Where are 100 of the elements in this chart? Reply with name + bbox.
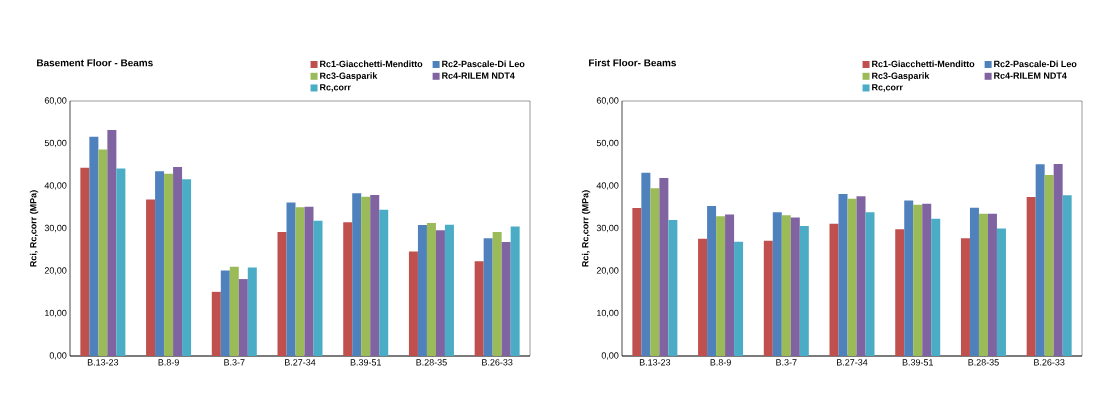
bar bbox=[182, 179, 192, 356]
bar bbox=[987, 213, 997, 356]
bar bbox=[370, 194, 380, 356]
bar bbox=[716, 216, 726, 356]
bar bbox=[659, 177, 669, 356]
chart-title: First Floor- Beams bbox=[589, 59, 677, 67]
bar bbox=[1062, 195, 1072, 356]
y-axis-title: Rci, Rc,corr (MPa) bbox=[29, 190, 39, 267]
legend-label: Rc2-Pascale-Di Leo bbox=[994, 60, 1077, 68]
legend-label: Rc1-Giacchetti-Menditto bbox=[320, 60, 423, 68]
bar bbox=[313, 220, 323, 356]
legend-label: Rc3-Gasparik bbox=[872, 72, 930, 81]
bar bbox=[277, 231, 287, 356]
bar bbox=[641, 172, 651, 356]
bar bbox=[155, 171, 165, 356]
x-tick-label: B.3-7 bbox=[776, 359, 797, 366]
legend-label: Rc3-Gasparik bbox=[320, 72, 378, 81]
bar bbox=[164, 173, 174, 356]
y-tick-label: 60,00 bbox=[596, 97, 619, 105]
legend-label: Rc,corr bbox=[320, 84, 351, 92]
y-tick-label: 50,00 bbox=[44, 139, 67, 148]
y-tick-label: 20,00 bbox=[44, 267, 67, 275]
bar bbox=[668, 220, 678, 356]
bar bbox=[510, 226, 520, 356]
bar bbox=[474, 261, 484, 356]
y-tick-label: 50,00 bbox=[596, 139, 619, 148]
bar bbox=[238, 279, 248, 356]
bar bbox=[790, 217, 800, 356]
bar bbox=[838, 194, 848, 356]
bar bbox=[379, 209, 389, 356]
y-tick-label: 0,00 bbox=[49, 352, 67, 360]
legend-label: Rc,corr bbox=[872, 84, 903, 92]
bar bbox=[492, 231, 502, 356]
bar bbox=[1044, 174, 1054, 356]
y-tick-label: 10,00 bbox=[45, 309, 67, 318]
x-tick-label: B.27-34 bbox=[837, 359, 868, 366]
bar bbox=[698, 238, 708, 356]
bar bbox=[107, 129, 117, 356]
x-tick-label: B.27-34 bbox=[285, 359, 316, 366]
bar bbox=[931, 218, 941, 356]
bar bbox=[361, 196, 371, 356]
bar bbox=[960, 238, 970, 356]
bar bbox=[173, 166, 183, 356]
bar bbox=[847, 198, 857, 356]
bar bbox=[707, 205, 717, 356]
x-tick-label: B.8-9 bbox=[158, 359, 179, 366]
bar bbox=[229, 266, 239, 356]
bar bbox=[483, 238, 493, 356]
bar bbox=[435, 230, 445, 356]
bar bbox=[1035, 164, 1045, 356]
bar bbox=[343, 222, 353, 356]
x-tick-label: B.28-35 bbox=[968, 359, 999, 366]
x-tick-label: B.28-35 bbox=[416, 359, 447, 366]
bar bbox=[146, 199, 156, 356]
bar bbox=[417, 225, 427, 356]
y-tick-label: 30,00 bbox=[596, 224, 619, 233]
bar bbox=[763, 240, 773, 356]
x-tick-label: B.8-9 bbox=[710, 359, 731, 366]
x-tick-label: B.39-51 bbox=[902, 359, 933, 366]
bar bbox=[220, 270, 230, 356]
bar bbox=[978, 213, 988, 356]
bar bbox=[98, 149, 108, 356]
y-tick-label: 40,00 bbox=[596, 182, 619, 190]
bar bbox=[352, 193, 362, 356]
legend-label: Rc2-Pascale-Di Leo bbox=[442, 60, 525, 68]
bar bbox=[922, 203, 932, 356]
x-tick-label: B.13-23 bbox=[639, 359, 671, 366]
bar bbox=[1026, 197, 1036, 356]
y-tick-label: 0,00 bbox=[601, 352, 619, 360]
bar bbox=[996, 228, 1006, 356]
x-tick-label: B.39-51 bbox=[350, 359, 381, 366]
legend-label: Rc4-RILEM NDT4 bbox=[994, 72, 1067, 79]
bar bbox=[734, 241, 744, 356]
y-tick-label: 10,00 bbox=[597, 309, 619, 318]
bar bbox=[799, 225, 809, 356]
bar bbox=[89, 136, 99, 356]
bar bbox=[80, 167, 90, 356]
y-tick-label: 40,00 bbox=[44, 182, 67, 190]
bar bbox=[1053, 163, 1063, 356]
bar bbox=[295, 207, 305, 356]
bar bbox=[444, 224, 454, 356]
bar bbox=[856, 196, 866, 356]
bar bbox=[913, 204, 923, 356]
bar bbox=[247, 267, 257, 356]
bar bbox=[865, 212, 875, 356]
x-tick-label: B.3-7 bbox=[224, 359, 245, 366]
y-tick-label: 30,00 bbox=[44, 224, 67, 233]
bar bbox=[116, 168, 126, 356]
bar bbox=[969, 207, 979, 356]
bar bbox=[725, 214, 735, 356]
bar bbox=[904, 200, 914, 356]
bar bbox=[781, 215, 791, 356]
bar bbox=[426, 222, 436, 356]
bar bbox=[211, 291, 221, 356]
bar bbox=[304, 206, 314, 356]
y-tick-label: 20,00 bbox=[596, 267, 619, 275]
bar bbox=[772, 212, 782, 356]
y-axis-title: Rci, Rc,corr (MPa) bbox=[581, 190, 591, 267]
x-tick-label: B.13-23 bbox=[87, 359, 119, 366]
bar bbox=[895, 229, 905, 356]
